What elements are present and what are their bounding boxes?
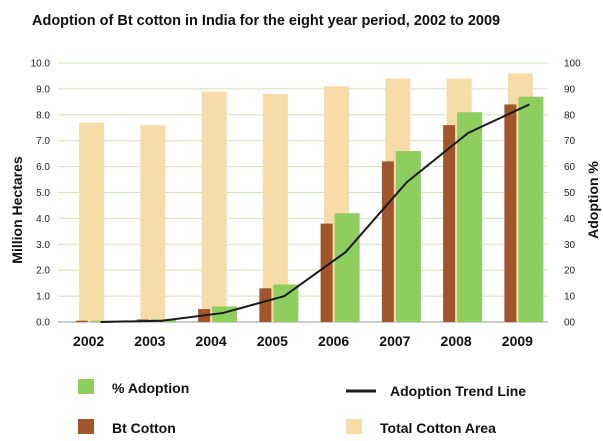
y-tick-label: 2.0	[36, 266, 50, 277]
y-tick-label: 1.0	[36, 292, 50, 303]
category-labels: 2002 2003 2004 2005 2006 2007 2008 2009	[73, 333, 533, 349]
y2-tick-label: 100	[564, 59, 581, 70]
y2-tick-label: 70	[564, 136, 576, 147]
x-category-label: 2008	[441, 333, 472, 349]
x-category-label: 2003	[134, 333, 165, 349]
y2-tick-label: 00	[564, 318, 576, 329]
y2-tick-label: 40	[564, 214, 576, 225]
x-category-label: 2006	[318, 333, 349, 349]
y-tick-label: 5.0	[36, 188, 50, 199]
legend-item: Total Cotton Area	[346, 419, 496, 436]
legend-label: Total Cotton Area	[380, 420, 496, 436]
x-category-label: 2009	[502, 333, 533, 349]
y-tick-label: 9.0	[36, 84, 50, 95]
y2-tick-label: 10	[564, 292, 576, 303]
x-category-label: 2002	[73, 333, 104, 349]
x-category-label: 2007	[379, 333, 410, 349]
y2-tick-label: 80	[564, 110, 576, 121]
bar-adoption-percent	[395, 151, 421, 322]
legend-item: Bt Cotton	[78, 419, 176, 436]
legend-swatch	[78, 379, 94, 394]
legend-swatch	[346, 419, 362, 434]
y-tick-label: 3.0	[36, 240, 50, 251]
bar-adoption-percent	[457, 112, 483, 323]
bar-bt-cotton	[381, 161, 394, 322]
legend: % Adoption Bt Cotton Adoption Trend Line To…	[78, 379, 526, 436]
legend-label: Bt Cotton	[112, 420, 176, 436]
trend-line	[100, 103, 530, 323]
y-tick-label: 10.0	[31, 59, 51, 70]
legend-item: Adoption Trend Line	[346, 383, 526, 399]
bar-bt-cotton	[504, 104, 517, 322]
bar-total-cotton-area	[262, 94, 288, 322]
legend-label: Adoption Trend Line	[390, 383, 526, 399]
bar-bt-cotton	[320, 223, 333, 322]
bar-total-cotton-area	[79, 122, 105, 322]
bar-bt-cotton	[443, 125, 456, 322]
bar-adoption-percent	[518, 96, 544, 322]
legend-swatch	[78, 419, 94, 434]
y2-tick-label: 20	[564, 266, 576, 277]
bars	[75, 73, 544, 323]
y2-tick-label: 30	[564, 240, 576, 251]
bar-total-cotton-area	[140, 125, 166, 322]
bar-bt-cotton	[259, 288, 272, 322]
y2-axis-label: Adoption %	[585, 161, 601, 239]
y-tick-label: 0.0	[36, 318, 50, 329]
chart-title: Adoption of Bt cotton in India for the e…	[32, 13, 500, 29]
y-tick-label: 8.0	[36, 110, 50, 121]
bar-adoption-percent	[334, 213, 360, 322]
left-axis-ticks: 0.0 1.0 2.0 3.0 4.0 5.0 6.0 7.0 8.0 9.0 10.0	[31, 59, 51, 329]
y2-tick-label: 50	[564, 188, 576, 199]
bar-total-cotton-area	[201, 91, 227, 323]
x-category-label: 2005	[257, 333, 288, 349]
y-tick-label: 4.0	[36, 214, 50, 225]
x-category-label: 2004	[196, 333, 227, 349]
y-axis-label: Million Hectares	[9, 156, 25, 264]
legend-item: % Adoption	[78, 379, 189, 396]
y2-tick-label: 90	[564, 84, 576, 95]
y2-tick-label: 60	[564, 162, 576, 173]
legend-label: % Adoption	[112, 380, 189, 396]
adoption-trend-line	[100, 103, 530, 323]
bar-bt-cotton	[75, 320, 88, 322]
bar-adoption-percent	[273, 284, 299, 322]
y-tick-label: 6.0	[36, 162, 50, 173]
right-axis-ticks: 00 10 20 30 40 50 60 70 80 90 100	[564, 59, 581, 329]
y-tick-label: 7.0	[36, 136, 50, 147]
